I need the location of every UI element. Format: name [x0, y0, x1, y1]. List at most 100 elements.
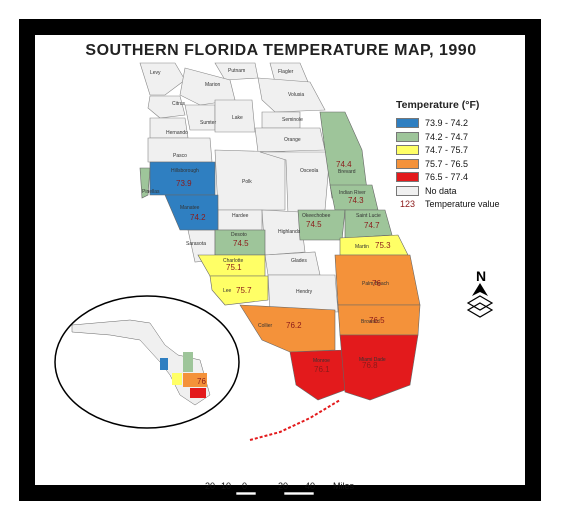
legend-swatch — [396, 158, 419, 169]
county-levy — [139, 62, 186, 96]
label-hardee: Hardee — [232, 213, 249, 219]
label-polk: Polk — [242, 179, 252, 185]
value-st-lucie: 74.7 — [364, 221, 380, 230]
label-broward: Broward — [361, 319, 380, 325]
county-martin — [339, 234, 409, 256]
label-putnam: Putnam — [228, 68, 245, 74]
inset-region-blue — [160, 358, 168, 370]
label-glades: Glades — [291, 258, 307, 264]
legend-swatch — [396, 185, 419, 196]
legend-label: 73.9 - 74.2 — [425, 118, 469, 128]
label-marion: Marion — [205, 82, 221, 88]
value-lee: 75.7 — [236, 286, 252, 295]
inset-value: 76 — [197, 377, 206, 386]
scale-tick-1: 10 — [221, 481, 232, 491]
scale-unit: Miles — [333, 481, 355, 491]
inset-region-orange — [183, 373, 207, 387]
label-desoto: Desoto — [231, 232, 247, 238]
county-hendry — [267, 274, 339, 313]
inset-region-green — [183, 352, 193, 372]
scale-tick-3: 20 — [278, 481, 289, 491]
label-hendry: Hendry — [296, 289, 313, 295]
label-martin: Martin — [355, 244, 369, 250]
legend-item: 73.9 - 74.2 — [396, 117, 526, 129]
value-indian-river: 74.3 — [348, 196, 364, 205]
map-title: SOUTHERN FLORIDA TEMPERATURE MAP, 1990 — [85, 42, 477, 59]
legend-swatch — [396, 172, 419, 182]
county-miami-dade — [339, 334, 419, 401]
label-pinellas: Pinellas — [142, 189, 160, 195]
value-collier: 76.2 — [286, 321, 302, 330]
value-brevard: 74.4 — [336, 160, 352, 169]
value-palm-beach: 76 — [372, 279, 381, 288]
inset-map: 76 — [54, 295, 240, 429]
legend-label: 76.5 - 77.4 — [425, 172, 469, 182]
label-pasco: Pasco — [173, 153, 187, 159]
florida-keys — [249, 399, 341, 441]
label-sumter: Sumter — [200, 120, 216, 126]
label-st-lucie: Saint Lucie — [356, 213, 381, 219]
legend-item: 76.5 - 77.4 — [396, 171, 526, 183]
county-sumter — [184, 104, 216, 131]
scale-tick-2: 0 — [242, 481, 248, 491]
legend-item: 75.7 - 76.5 — [396, 158, 526, 170]
value-monroe: 76.1 — [314, 365, 330, 374]
county-lake — [214, 99, 256, 133]
label-manatee: Manatee — [180, 205, 200, 211]
value-broward: 76.5 — [369, 316, 385, 325]
north-arrow-layers-icon — [466, 295, 494, 318]
value-manatee: 74.2 — [190, 213, 206, 222]
county-volusia — [257, 77, 326, 113]
county-st-lucie — [344, 209, 393, 239]
label-lee: Lee — [223, 288, 232, 294]
map-canvas: Levy Putnam Flagler Marion Volusia Citru… — [54, 62, 494, 496]
label-citrus: Citrus — [172, 101, 186, 107]
label-collier: Collier — [258, 323, 273, 329]
label-sarasota: Sarasota — [186, 241, 206, 247]
label-okeechobee: Okeechobee — [302, 213, 331, 219]
label-seminole: Seminole — [282, 117, 303, 123]
label-brevard: Brevard — [338, 169, 356, 175]
legend-swatch — [396, 118, 419, 128]
value-miami-dade: 76.8 — [362, 361, 378, 370]
county-monroe — [289, 349, 346, 401]
label-levy: Levy — [150, 70, 161, 76]
legend-value-label: Temperature value — [425, 199, 500, 209]
legend-title: Temperature (°F) — [396, 99, 480, 111]
label-hernando: Hernando — [166, 130, 188, 136]
value-desoto: 74.5 — [233, 239, 249, 248]
label-osceola: Osceola — [300, 168, 319, 174]
county-pinellas — [139, 167, 151, 199]
legend-value-row: 123 Temperature value — [396, 198, 526, 210]
north-arrow-icon — [472, 283, 488, 296]
label-monroe: Monroe — [313, 358, 330, 364]
legend-label: 74.2 - 74.7 — [425, 131, 469, 142]
legend-item: 74.2 - 74.7 — [396, 131, 526, 143]
county-citrus — [147, 95, 186, 119]
north-arrow: N — [466, 268, 494, 318]
legend-label: 75.7 - 76.5 — [425, 158, 469, 169]
label-charlotte: Charlotte — [223, 258, 244, 264]
county-polk — [214, 149, 286, 211]
legend-swatch — [396, 145, 419, 155]
inset-region-red — [190, 388, 206, 398]
scale-bar — [216, 491, 315, 496]
label-hillsborough: Hillsborough — [171, 168, 199, 174]
inset-ellipse — [54, 295, 240, 429]
value-hillsborough: 73.9 — [176, 179, 192, 188]
scale-tick-4: 40 — [305, 481, 316, 491]
legend-label: No data — [425, 185, 457, 196]
label-orange: Orange — [284, 137, 301, 143]
value-charlotte: 75.1 — [226, 263, 242, 272]
legend: Temperature (°F) 73.9 - 74.2 74.2 - 74.7 7… — [396, 99, 526, 212]
label-indian-river: Indian River — [339, 190, 366, 196]
inset-region-yellow — [172, 373, 182, 385]
no-data-counties — [139, 62, 339, 313]
label-highlands: Highlands — [278, 229, 301, 235]
legend-swatch — [396, 131, 419, 142]
scale-tick-0: 20 — [205, 481, 216, 491]
county-lee — [209, 275, 269, 306]
legend-item: 74.7 - 75.7 — [396, 144, 526, 156]
legend-item: No data — [396, 185, 526, 197]
value-martin: 75.3 — [375, 241, 391, 250]
